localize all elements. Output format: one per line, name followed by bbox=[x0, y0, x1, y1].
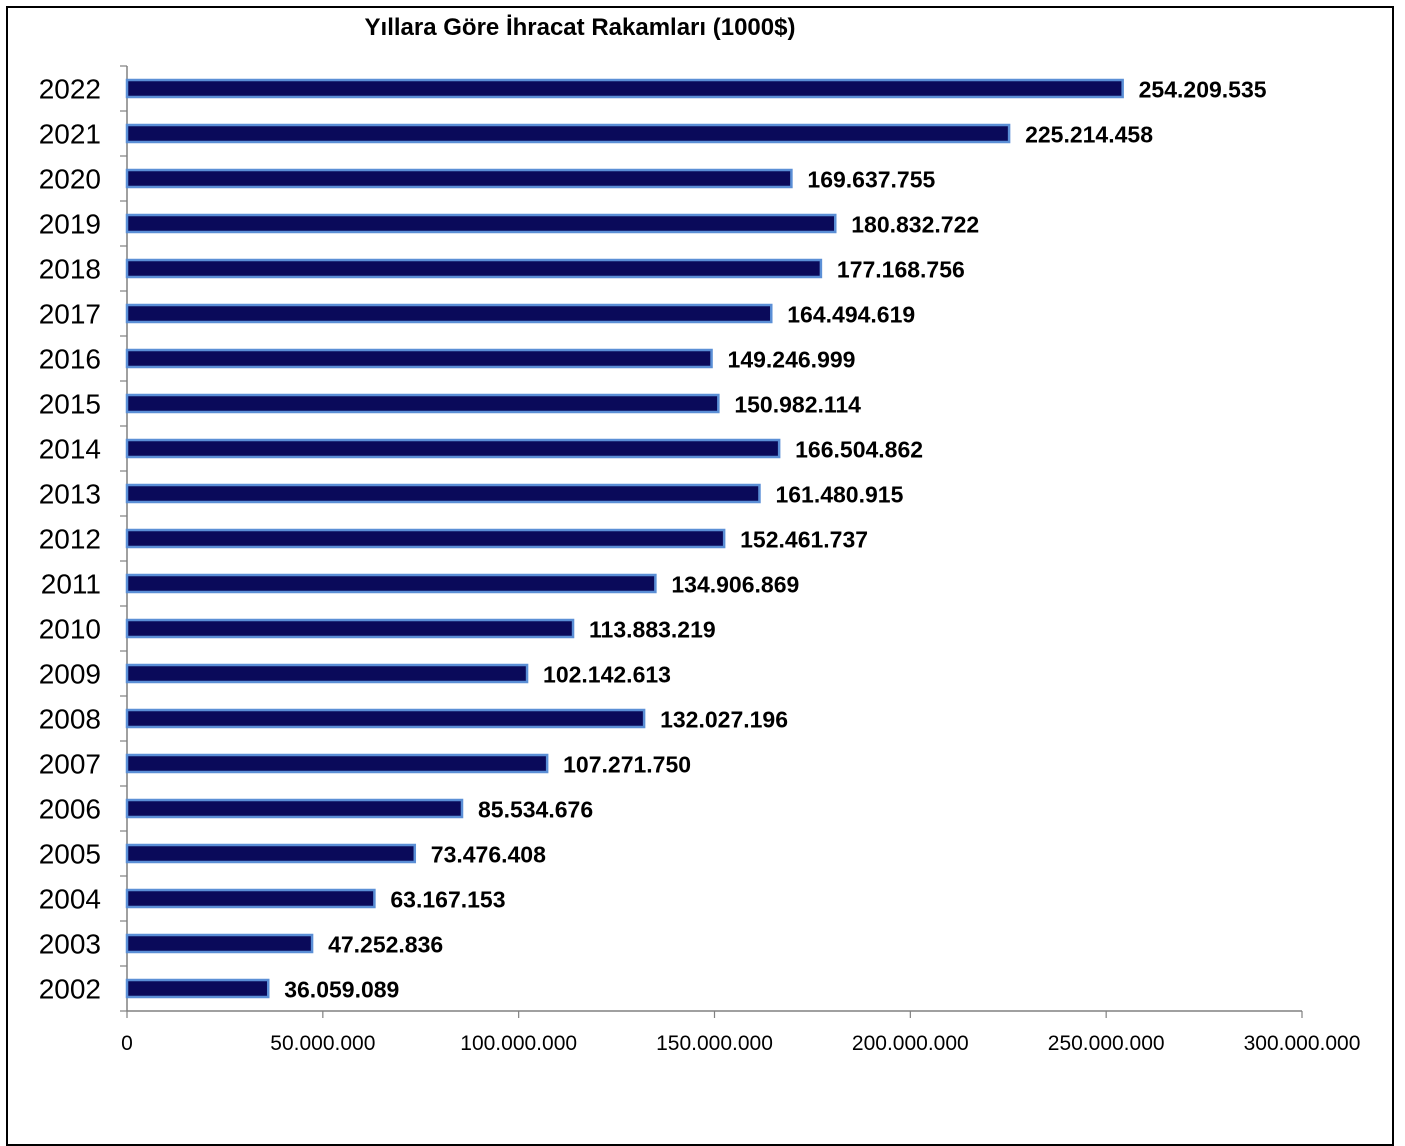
data-label: 164.494.619 bbox=[787, 302, 915, 328]
y-tick-label: 2012 bbox=[39, 524, 101, 555]
data-label: 166.504.862 bbox=[795, 437, 923, 463]
bar-2008 bbox=[125, 708, 646, 729]
y-tick-label: 2022 bbox=[39, 74, 101, 105]
y-tick-label: 2007 bbox=[39, 749, 101, 780]
y-tick-label: 2004 bbox=[39, 884, 101, 915]
data-label: 36.059.089 bbox=[284, 977, 399, 1003]
y-tick-label: 2011 bbox=[41, 569, 101, 600]
data-label: 169.637.755 bbox=[807, 167, 935, 193]
data-label: 225.214.458 bbox=[1025, 122, 1153, 148]
y-tick-label: 2021 bbox=[39, 119, 101, 150]
data-label: 150.982.114 bbox=[734, 392, 861, 418]
y-tick-label: 2003 bbox=[39, 929, 101, 960]
chart-title: Yıllara Göre İhracat Rakamları (1000$) bbox=[364, 14, 796, 41]
bar-2005 bbox=[125, 843, 417, 864]
x-tick-label: 150.000.000 bbox=[656, 1032, 773, 1055]
y-tick-label: 2019 bbox=[39, 209, 101, 240]
data-label: 149.246.999 bbox=[728, 347, 856, 373]
data-label: 113.883.219 bbox=[589, 617, 716, 643]
bar-2016 bbox=[125, 348, 713, 369]
x-tick-label: 200.000.000 bbox=[852, 1032, 969, 1055]
bar-2004 bbox=[125, 888, 376, 909]
data-label: 107.271.750 bbox=[563, 752, 691, 778]
bar-2012 bbox=[125, 528, 726, 549]
y-tick-label: 2008 bbox=[39, 704, 101, 735]
bar-2010 bbox=[125, 618, 575, 639]
bar-2015 bbox=[125, 393, 720, 414]
data-label: 180.832.722 bbox=[851, 212, 979, 238]
x-tick-label: 300.000.000 bbox=[1244, 1032, 1361, 1055]
x-tick-label: 100.000.000 bbox=[460, 1032, 577, 1055]
y-tick-label: 2005 bbox=[39, 839, 101, 870]
y-tick-label: 2010 bbox=[39, 614, 101, 645]
data-label: 85.534.676 bbox=[478, 797, 593, 823]
bar-2007 bbox=[125, 753, 549, 774]
data-label: 47.252.836 bbox=[328, 932, 443, 958]
data-label: 161.480.915 bbox=[775, 482, 903, 508]
y-tick-label: 2020 bbox=[39, 164, 101, 195]
bar-2003 bbox=[125, 933, 314, 954]
x-tick-label: 250.000.000 bbox=[1048, 1032, 1165, 1055]
data-label: 254.209.535 bbox=[1139, 77, 1267, 103]
bar-2019 bbox=[125, 213, 837, 234]
bar-2006 bbox=[125, 798, 464, 819]
bar-2011 bbox=[125, 573, 657, 594]
data-label: 102.142.613 bbox=[543, 662, 671, 688]
x-tick-label: 0 bbox=[121, 1032, 133, 1055]
data-label: 132.027.196 bbox=[660, 707, 788, 733]
y-tick-label: 2016 bbox=[39, 344, 101, 375]
bar-2002 bbox=[125, 978, 270, 999]
y-tick-label: 2018 bbox=[39, 254, 101, 285]
data-label: 63.167.153 bbox=[390, 887, 505, 913]
y-tick-label: 2015 bbox=[39, 389, 101, 420]
data-label: 73.476.408 bbox=[431, 842, 546, 868]
bar-2014 bbox=[125, 438, 781, 459]
y-tick-label: 2002 bbox=[39, 974, 101, 1005]
y-tick-label: 2009 bbox=[39, 659, 101, 690]
y-tick-label: 2017 bbox=[39, 299, 101, 330]
y-tick-label: 2006 bbox=[39, 794, 101, 825]
bar-2009 bbox=[125, 663, 529, 684]
x-tick-label: 50.000.000 bbox=[270, 1032, 375, 1055]
data-label: 134.906.869 bbox=[671, 572, 799, 598]
data-label: 177.168.756 bbox=[837, 257, 965, 283]
bar-2013 bbox=[125, 483, 761, 504]
bar-2017 bbox=[125, 303, 773, 324]
bar-2022 bbox=[125, 78, 1124, 99]
y-tick-label: 2013 bbox=[39, 479, 101, 510]
y-tick-label: 2014 bbox=[39, 434, 101, 465]
bar-2020 bbox=[125, 168, 793, 189]
bar-2018 bbox=[125, 258, 823, 279]
data-label: 152.461.737 bbox=[740, 527, 868, 553]
bar-2021 bbox=[125, 123, 1011, 144]
